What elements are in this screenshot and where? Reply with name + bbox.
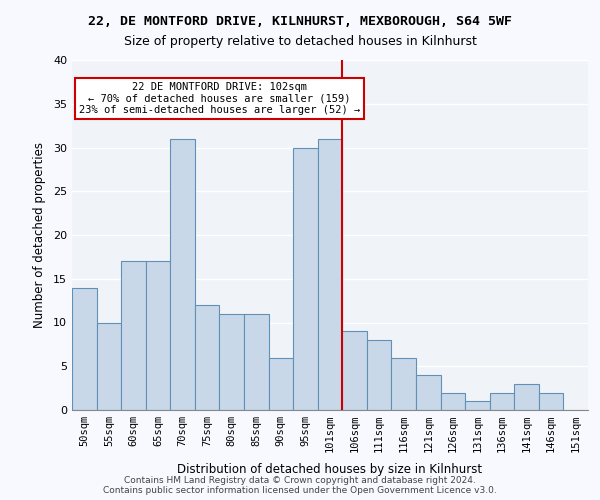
Text: Contains HM Land Registry data © Crown copyright and database right 2024.
Contai: Contains HM Land Registry data © Crown c… bbox=[103, 476, 497, 495]
Text: 22, DE MONTFORD DRIVE, KILNHURST, MEXBOROUGH, S64 5WF: 22, DE MONTFORD DRIVE, KILNHURST, MEXBOR… bbox=[88, 15, 512, 28]
X-axis label: Distribution of detached houses by size in Kilnhurst: Distribution of detached houses by size … bbox=[178, 464, 482, 476]
Bar bbox=[269, 358, 293, 410]
Bar bbox=[97, 322, 121, 410]
Bar bbox=[465, 401, 490, 410]
Y-axis label: Number of detached properties: Number of detached properties bbox=[33, 142, 46, 328]
Bar bbox=[367, 340, 391, 410]
Bar bbox=[490, 392, 514, 410]
Bar bbox=[391, 358, 416, 410]
Text: 22 DE MONTFORD DRIVE: 102sqm
← 70% of detached houses are smaller (159)
23% of s: 22 DE MONTFORD DRIVE: 102sqm ← 70% of de… bbox=[79, 82, 360, 115]
Bar bbox=[293, 148, 318, 410]
Bar bbox=[244, 314, 269, 410]
Bar bbox=[146, 261, 170, 410]
Bar bbox=[318, 139, 342, 410]
Bar bbox=[416, 375, 440, 410]
Bar bbox=[121, 261, 146, 410]
Text: Size of property relative to detached houses in Kilnhurst: Size of property relative to detached ho… bbox=[124, 35, 476, 48]
Bar bbox=[539, 392, 563, 410]
Bar bbox=[440, 392, 465, 410]
Bar bbox=[72, 288, 97, 410]
Bar bbox=[514, 384, 539, 410]
Bar bbox=[195, 305, 220, 410]
Bar bbox=[342, 331, 367, 410]
Bar bbox=[170, 139, 195, 410]
Bar bbox=[220, 314, 244, 410]
